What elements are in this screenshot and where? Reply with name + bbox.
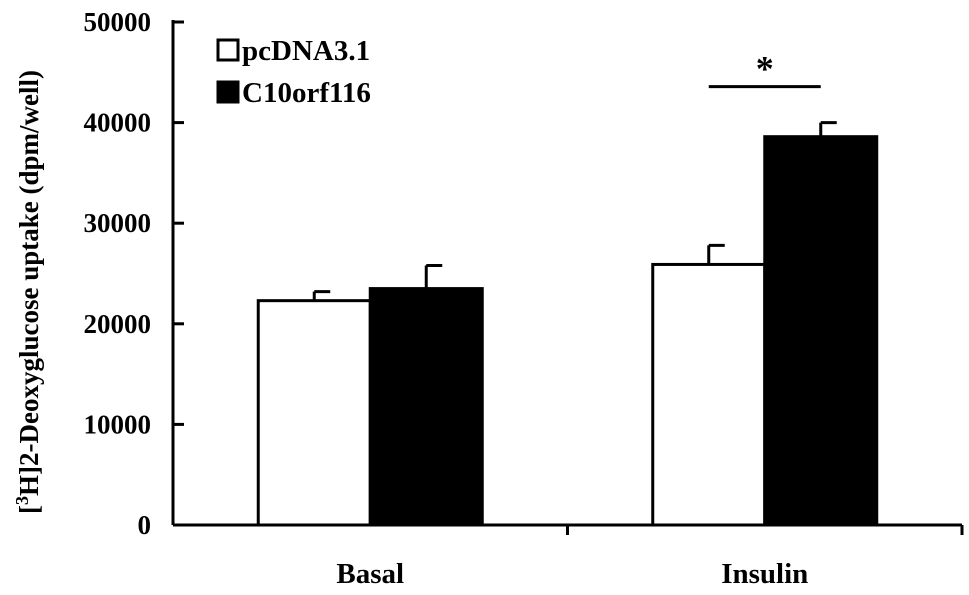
bar-c10orf116 [368, 287, 484, 527]
x-category-label: Insulin [721, 558, 808, 590]
legend-label: pcDNA3.1 [242, 35, 370, 67]
y-axis-label-suffix: H]2-Deoxyglucose uptake (dpm/well) [14, 70, 44, 496]
y-axis-label-prefix: [ [14, 505, 44, 514]
legend: pcDNA3.1 C10orf116 [216, 35, 371, 109]
axes: 0 10000 20000 30000 40000 50000 Basal Insulin [84, 7, 964, 590]
y-tick-label: 20000 [84, 309, 152, 339]
y-tick-label: 50000 [84, 7, 152, 37]
y-tick-label: 10000 [84, 409, 152, 439]
y-tick-label: 30000 [84, 208, 152, 238]
y-tick-label: 0 [138, 510, 152, 540]
significance-label: * [756, 49, 774, 89]
x-category-label: Basal [336, 558, 404, 590]
legend-swatch [216, 80, 240, 104]
bar-pcdna3-1 [651, 262, 767, 527]
y-axis-label-superscript: 3 [12, 496, 32, 505]
y-axis-label: [3H]2-Deoxyglucose uptake (dpm/well) [12, 70, 44, 514]
legend-swatch [216, 38, 240, 62]
bar-pcdna3-1 [256, 299, 372, 527]
y-tick-label: 40000 [84, 108, 152, 138]
plot-area: * [256, 49, 879, 527]
legend-label: C10orf116 [242, 77, 371, 109]
bar-c10orf116 [763, 135, 879, 527]
